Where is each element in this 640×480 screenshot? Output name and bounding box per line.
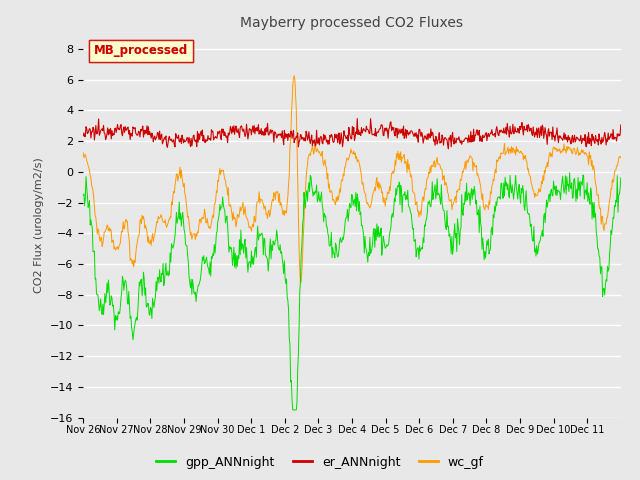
Legend: MB_processed: MB_processed	[89, 39, 193, 62]
Legend: gpp_ANNnight, er_ANNnight, wc_gf: gpp_ANNnight, er_ANNnight, wc_gf	[151, 451, 489, 474]
Title: Mayberry processed CO2 Fluxes: Mayberry processed CO2 Fluxes	[241, 16, 463, 30]
Y-axis label: CO2 Flux (urology/m2/s): CO2 Flux (urology/m2/s)	[35, 158, 44, 293]
